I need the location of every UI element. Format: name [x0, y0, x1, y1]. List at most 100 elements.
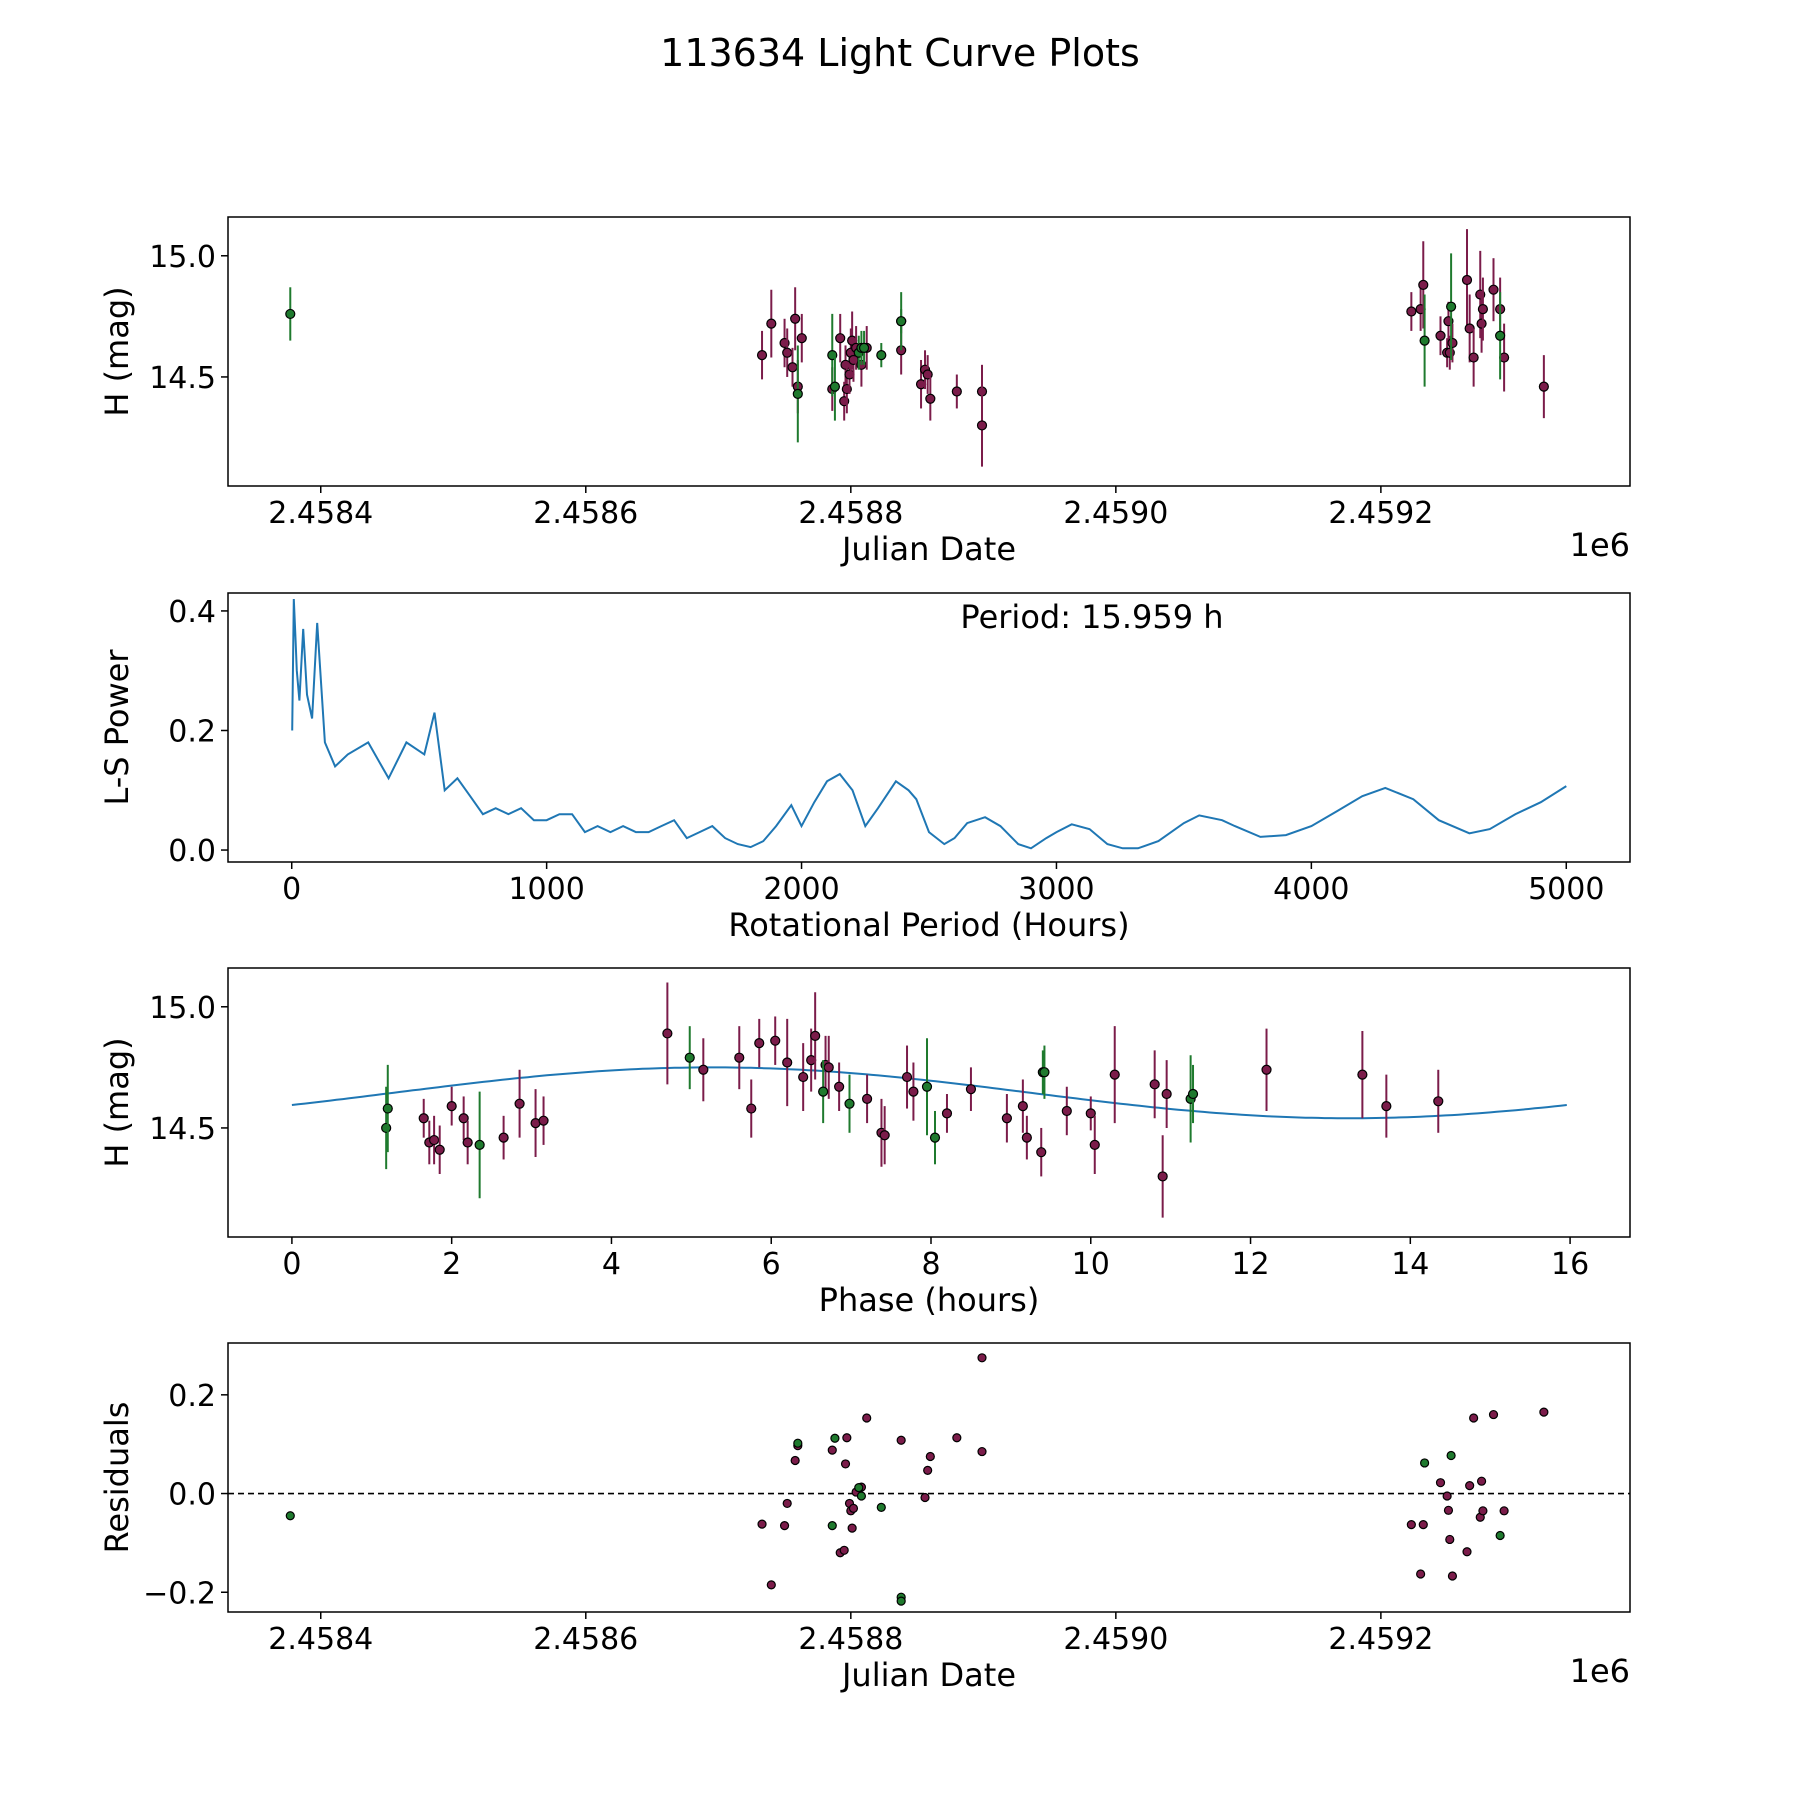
data-point-magenta — [790, 313, 801, 324]
data-point-magenta — [896, 1435, 906, 1445]
data-point-magenta — [746, 1103, 757, 1114]
figure-title: 113634 Light Curve Plots — [660, 31, 1140, 75]
data-point-magenta — [977, 1446, 987, 1457]
y-tick-label: 14.5 — [149, 1112, 216, 1147]
data-point-magenta — [1469, 1413, 1479, 1423]
data-point-magenta — [977, 1353, 987, 1363]
data-point-magenta — [1406, 306, 1417, 317]
data-point-magenta — [462, 1137, 473, 1148]
data-point-green — [827, 1521, 837, 1531]
x-tick-label: 2 — [442, 1247, 461, 1282]
x-tick-label: 2.4584 — [268, 1622, 373, 1657]
data-point-magenta — [901, 1071, 913, 1083]
data-point-magenta — [1442, 1491, 1452, 1501]
data-point-green — [818, 1086, 829, 1097]
data-point-green — [829, 381, 841, 392]
data-point-green — [844, 1098, 855, 1109]
data-point-magenta — [879, 1130, 890, 1141]
data-point-magenta — [1476, 318, 1487, 329]
data-point-magenta — [1435, 1478, 1446, 1488]
data-point-magenta — [840, 1459, 851, 1469]
data-point-magenta — [782, 1057, 793, 1068]
data-point-magenta — [965, 1084, 977, 1095]
data-point-magenta — [925, 393, 936, 404]
data-point-green — [1495, 330, 1506, 341]
data-point-magenta — [823, 1062, 834, 1073]
data-point-magenta — [839, 1545, 849, 1555]
x-tick-label: 10 — [1072, 1247, 1110, 1282]
data-point-magenta — [1089, 1139, 1100, 1151]
data-point-magenta — [1161, 1088, 1172, 1100]
y-tick-label: 0.4 — [168, 595, 216, 630]
data-point-magenta — [1447, 337, 1458, 349]
y-tick-label: 0.0 — [168, 1478, 216, 1513]
period-annotation: Period: 15.959 h — [960, 598, 1223, 636]
y-axis-label: Residuals — [98, 1402, 136, 1554]
x-tick-label: 2.4592 — [1328, 496, 1433, 531]
x-offset-label: 1e6 — [1570, 1652, 1630, 1690]
x-tick-label: 2.4592 — [1328, 1622, 1433, 1657]
data-point-magenta — [1539, 1407, 1549, 1417]
x-tick-label: 2000 — [763, 872, 839, 907]
plot-area — [285, 229, 1549, 467]
data-point-green — [1420, 1458, 1430, 1468]
data-point-magenta — [1433, 1096, 1444, 1107]
plot-area — [228, 1353, 1630, 1606]
data-point-green — [285, 1511, 295, 1521]
y-tick-label: −0.2 — [143, 1576, 216, 1611]
data-point-magenta — [1499, 1506, 1509, 1516]
x-tick-label: 12 — [1231, 1247, 1269, 1282]
data-point-green — [1039, 1067, 1050, 1078]
y-tick-label: 0.2 — [168, 714, 216, 749]
y-tick-label: 15.0 — [149, 991, 216, 1026]
data-point-magenta — [514, 1098, 525, 1109]
data-point-magenta — [1085, 1108, 1096, 1119]
data-point-magenta — [770, 1035, 781, 1046]
data-point-green — [876, 350, 887, 361]
data-point-green — [876, 1502, 886, 1512]
data-point-magenta — [1418, 279, 1429, 290]
data-point-magenta — [429, 1134, 440, 1146]
axes-frame — [227, 967, 1631, 1238]
data-point-green — [381, 1122, 392, 1134]
data-point-magenta — [1462, 1547, 1472, 1557]
y-axis-label: H (mag) — [98, 286, 136, 416]
data-point-magenta — [766, 1580, 776, 1590]
periodogram-panel: 0 1000 2000 3000 4000 5000 0.0 0.2 0.4 Rotational… — [98, 592, 1631, 944]
data-point-magenta — [1538, 381, 1549, 392]
data-point-green — [1495, 1530, 1505, 1541]
data-point-magenta — [1447, 1571, 1458, 1581]
data-point-green — [792, 388, 803, 400]
data-point-magenta — [1381, 1101, 1392, 1112]
residuals-panel: 2.4584 2.4586 2.4588 2.4590 2.4592 0.2 0.0 −0.2… — [98, 1342, 1631, 1694]
data-point-magenta — [756, 350, 768, 361]
data-point-magenta — [1478, 1506, 1488, 1516]
x-tick-label: 2.4588 — [798, 1622, 903, 1657]
data-point-green — [1446, 301, 1457, 312]
data-point-magenta — [458, 1113, 469, 1124]
data-point-green — [285, 308, 296, 320]
data-point-magenta — [952, 1433, 962, 1443]
x-axis-label: Rotational Period (Hours) — [728, 906, 1129, 944]
data-point-magenta — [1416, 1569, 1426, 1579]
data-point-magenta — [1465, 1481, 1475, 1491]
x-tick-label: 8 — [921, 1247, 940, 1282]
data-point-magenta — [834, 1081, 845, 1092]
data-point-green — [921, 1081, 933, 1092]
x-tick-label: 0 — [282, 1247, 301, 1282]
data-point-green — [854, 1483, 864, 1493]
data-point-green — [856, 1491, 867, 1501]
data-point-magenta — [1157, 1171, 1168, 1182]
plot-area — [291, 598, 1567, 850]
data-point-magenta — [1468, 352, 1479, 363]
y-tick-label: 15.0 — [149, 240, 216, 275]
data-point-magenta — [1406, 1520, 1416, 1530]
data-point-magenta — [810, 1030, 821, 1041]
data-point-magenta — [538, 1115, 549, 1126]
data-point-magenta — [434, 1144, 445, 1155]
data-point-magenta — [847, 1523, 857, 1533]
data-point-magenta — [1001, 1113, 1012, 1124]
data-point-green — [684, 1052, 695, 1063]
axes-frame — [227, 216, 1631, 487]
